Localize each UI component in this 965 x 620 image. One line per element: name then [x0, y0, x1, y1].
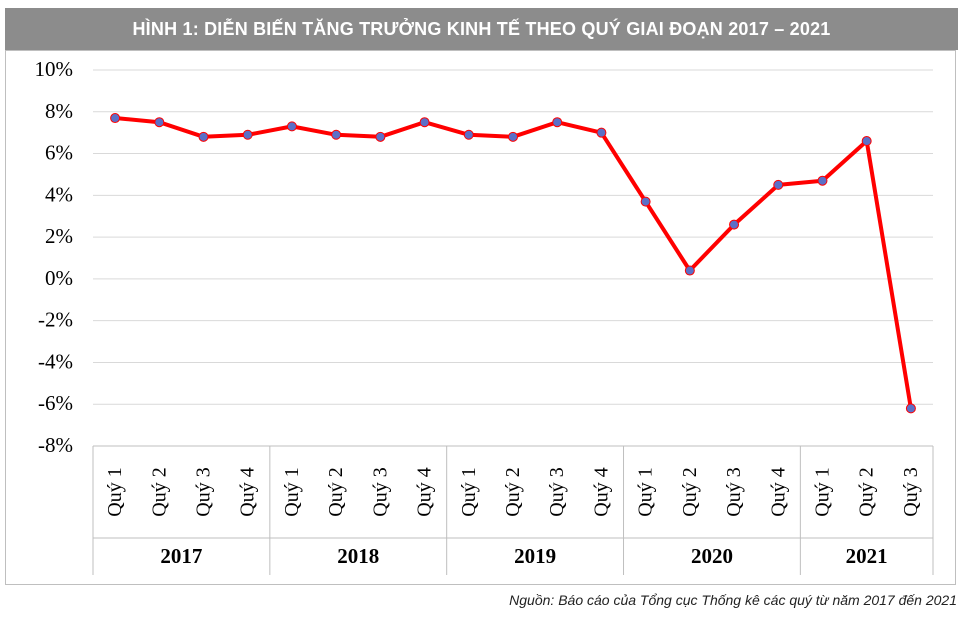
- y-tick-label: -6%: [38, 391, 73, 415]
- x-tick-label: Quý 3: [369, 467, 391, 516]
- y-tick-label: 10%: [35, 57, 74, 81]
- x-tick-label: Quý 2: [325, 467, 347, 516]
- x-tick-label: Quý 1: [281, 467, 303, 516]
- data-point: [684, 265, 695, 276]
- x-group-label: 2020: [691, 544, 733, 568]
- x-tick-label: Quý 1: [104, 467, 126, 516]
- data-point: [242, 129, 253, 140]
- x-tick-label: Quý 4: [237, 467, 259, 516]
- x-tick-label: Quý 3: [900, 467, 922, 516]
- x-group-label: 2018: [337, 544, 379, 568]
- x-tick-label: Quý 2: [856, 467, 878, 516]
- y-tick-label: 0%: [45, 266, 73, 290]
- chart-frame: [5, 50, 956, 585]
- data-point: [817, 175, 828, 186]
- data-point: [508, 131, 518, 142]
- y-tick-label: -8%: [38, 433, 73, 457]
- data-point: [419, 117, 430, 128]
- data-point: [773, 179, 784, 190]
- data-point: [729, 219, 740, 230]
- y-tick-label: 2%: [45, 224, 73, 248]
- y-tick-label: 4%: [45, 182, 73, 206]
- data-point: [154, 117, 165, 128]
- data-point: [905, 403, 916, 414]
- x-tick-label: Quý 3: [723, 467, 745, 516]
- chart-title: HÌNH 1: DIỄN BIẾN TĂNG TRƯỞNG KINH TẾ TH…: [5, 8, 958, 50]
- x-tick-label: Quý 2: [148, 467, 170, 516]
- data-point: [110, 113, 121, 124]
- x-tick-label: Quý 1: [811, 467, 833, 516]
- x-tick-label: Quý 2: [679, 467, 701, 516]
- x-tick-label: Quý 1: [458, 467, 480, 516]
- y-tick-label: -4%: [38, 349, 73, 373]
- x-group-label: 2019: [514, 544, 556, 568]
- x-tick-label: Quý 3: [193, 467, 215, 516]
- x-tick-label: Quý 2: [502, 467, 524, 516]
- data-point: [286, 121, 297, 132]
- source-note: Nguồn: Báo cáo của Tổng cục Thống kê các…: [509, 592, 957, 608]
- y-tick-label: 8%: [45, 99, 73, 123]
- data-point: [861, 136, 872, 147]
- data-point: [331, 129, 342, 140]
- line-chart: 10% 8% 6% 4% 2% 0% -2% -4% -6% -8% 2017 2018 2019 202…: [35, 57, 934, 575]
- data-point: [552, 117, 563, 128]
- x-tick-label: Quý 4: [414, 467, 436, 516]
- x-tick-label: Quý 1: [635, 467, 657, 516]
- data-point: [198, 131, 209, 142]
- data-point: [463, 129, 474, 140]
- y-tick-label: 6%: [45, 141, 73, 165]
- data-point: [596, 127, 607, 138]
- data-point: [640, 196, 651, 207]
- x-tick-label: Quý 4: [590, 467, 612, 516]
- x-group-label: 2017: [160, 544, 202, 568]
- x-tick-label: Quý 3: [546, 467, 568, 516]
- data-point: [375, 131, 386, 142]
- x-tick-label: Quý 4: [767, 467, 789, 516]
- series-line: [114, 116, 913, 409]
- y-tick-label: -2%: [38, 308, 73, 332]
- x-group-label: 2021: [846, 544, 888, 568]
